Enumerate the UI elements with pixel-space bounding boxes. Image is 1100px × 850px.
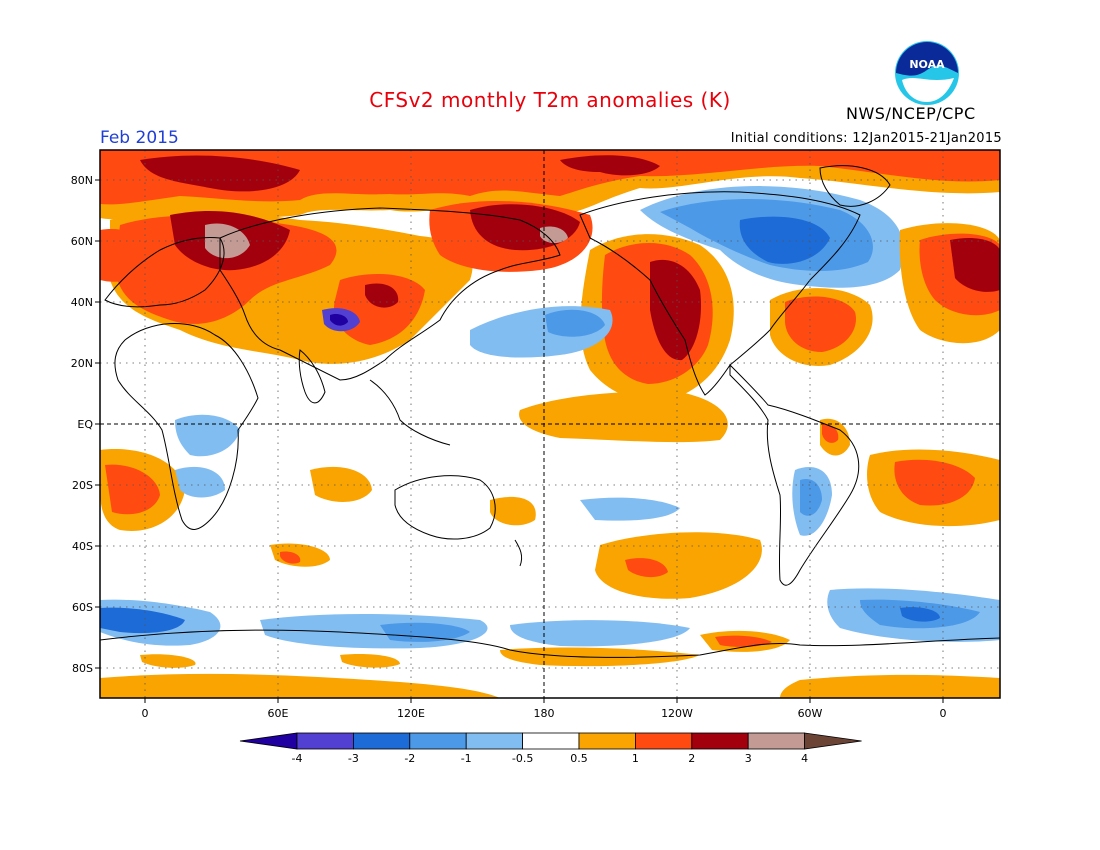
colorbar-tick-label: 3 [745, 752, 752, 765]
map-plot-area [100, 150, 1000, 698]
noaa-logo-text: NOAA [909, 58, 945, 71]
colorbar-box [578, 732, 636, 750]
lat-label: 20N [71, 357, 93, 370]
colorbar-arrow-high [804, 732, 862, 750]
colorbar-box [352, 732, 411, 750]
lat-label: 80N [71, 174, 93, 187]
colorbar-tick-label: 1 [632, 752, 639, 765]
coastlines [100, 165, 1000, 658]
colorbar-tick-label: 2 [688, 752, 695, 765]
colorbar-box [635, 732, 693, 750]
colorbar-box [465, 732, 524, 750]
tick-marks [95, 179, 944, 703]
lat-label: 20S [72, 479, 93, 492]
lon-label: 60W [798, 707, 823, 720]
lon-label: 120E [397, 707, 425, 720]
lat-label: 80S [72, 662, 93, 675]
latitude-labels: 80N 60N 40N 20N EQ 20S 40S 60S 80S [71, 174, 94, 675]
longitude-labels: 0 60E 120E 180 120W 60W 0 [142, 707, 947, 720]
colorbar: -4 -3 -2 -1 -0.5 0.5 1 2 3 4 [239, 732, 862, 765]
agency-label: NWS/NCEP/CPC [846, 104, 976, 123]
map-title: CFSv2 monthly T2m anomalies (K) [369, 88, 731, 112]
lon-label: 60E [268, 707, 289, 720]
lon-label: 0 [940, 707, 947, 720]
colorbar-tick-label: 0.5 [570, 752, 588, 765]
forecast-month: Feb 2015 [100, 128, 179, 148]
colorbar-tick-label: -1 [461, 752, 472, 765]
noaa-logo: NOAA [895, 41, 959, 105]
lon-label: 180 [534, 707, 555, 720]
colorbar-box [409, 732, 467, 750]
lon-label: 0 [142, 707, 149, 720]
colorbar-tick-label: -4 [292, 752, 303, 765]
lat-label: EQ [77, 418, 93, 431]
colorbar-arrow-low [239, 732, 298, 750]
colorbar-tick-label: -0.5 [512, 752, 533, 765]
colorbar-tick-label: 4 [801, 752, 808, 765]
colorbar-box [296, 732, 354, 750]
colorbar-box [691, 732, 749, 750]
lon-label: 120W [661, 707, 693, 720]
lat-label: 60S [72, 601, 93, 614]
lat-label: 40S [72, 540, 93, 553]
reference-lines [100, 150, 1000, 698]
colorbar-tick-label: -3 [348, 752, 359, 765]
colorbar-tick-label: -2 [404, 752, 415, 765]
lat-label: 40N [71, 296, 93, 309]
colorbar-box [747, 732, 806, 750]
anomaly-fill [100, 150, 1000, 698]
lat-label: 60N [71, 235, 93, 248]
initial-conditions: Initial conditions: 12Jan2015-21Jan2015 [730, 131, 1002, 146]
colorbar-box [522, 732, 580, 750]
